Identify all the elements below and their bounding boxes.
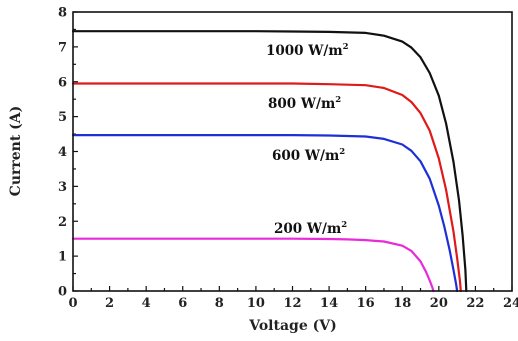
y-tick-label: 4 [58,145,67,160]
series-line-4 [71,237,435,293]
x-tick-label: 2 [105,296,114,311]
series-lines [71,30,468,293]
curve-labels: 1000 W/m2 800 W/m2 600 W/m2 200 W/m2 [266,42,349,237]
x-tick-label: 4 [142,296,151,311]
y-tick-label: 2 [58,215,67,230]
curve-label-4: 200 W/m2 [274,220,347,237]
x-tick-label: 6 [178,296,187,311]
x-tick-label: 22 [466,296,484,311]
series-line-3 [71,134,459,293]
y-tick-label: 7 [58,40,67,55]
y-tick-label: 3 [58,180,67,195]
x-tick-label: 12 [283,296,301,311]
y-axis-title: Current (A) [8,106,24,197]
series-line-2 [71,82,462,293]
plot-frame [72,11,513,292]
x-tick-label: 14 [320,296,338,311]
x-axis-title: Voltage (V) [248,318,336,334]
x-tick-label: 18 [393,296,411,311]
y-tick-label: 8 [58,6,67,21]
x-tick-label: 24 [503,296,518,311]
x-tick-label: 20 [430,296,448,311]
y-tick-label: 0 [58,285,67,300]
x-tick-label: 8 [215,296,224,311]
curve-label-1: 1000 W/m2 [266,42,349,59]
curve-label-2: 800 W/m2 [268,95,341,112]
series-line-1 [71,30,468,293]
y-tick-label: 5 [58,110,67,125]
x-tick-label: 0 [68,296,77,311]
x-tick-label: 10 [247,296,265,311]
y-tick-label: 6 [58,75,67,90]
y-tick-label: 1 [58,250,67,265]
x-tick-label: 16 [357,296,375,311]
curve-label-3: 600 W/m2 [272,147,345,164]
